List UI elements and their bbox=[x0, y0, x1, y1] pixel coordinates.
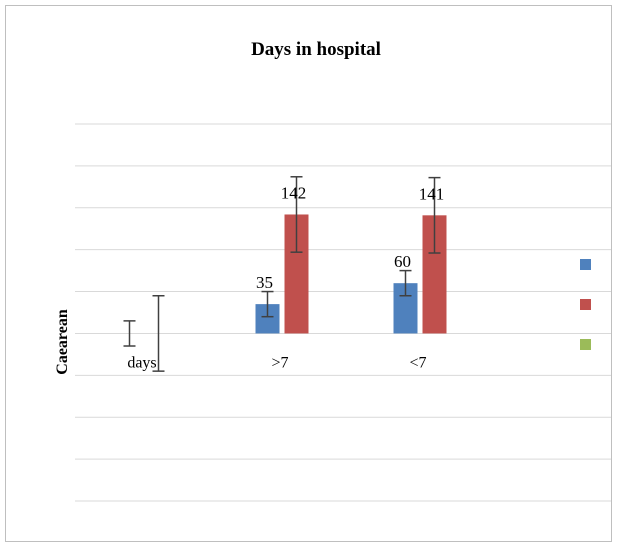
data-label: 35 bbox=[256, 273, 273, 292]
gridlines bbox=[75, 123, 611, 502]
category-label: <7 bbox=[409, 354, 426, 371]
data-labels: 35 60 142 141 bbox=[256, 183, 444, 292]
data-label: 60 bbox=[394, 252, 411, 271]
category-labels: days >7 <7 bbox=[127, 354, 426, 371]
chart-frame: Days in hospital Caearean 35 60 142 141 day… bbox=[5, 5, 612, 542]
chart-svg: Days in hospital Caearean 35 60 142 141 day… bbox=[54, 39, 611, 502]
legend-marker bbox=[580, 299, 591, 310]
error-bars bbox=[123, 176, 441, 372]
y-axis-label: Caearean bbox=[54, 309, 71, 375]
bars bbox=[255, 214, 447, 334]
data-label: 141 bbox=[419, 184, 445, 203]
category-label: days bbox=[127, 354, 156, 371]
category-label: >7 bbox=[271, 354, 288, 371]
legend-marker bbox=[580, 259, 591, 270]
legend bbox=[580, 259, 591, 350]
data-label: 142 bbox=[281, 183, 307, 202]
chart-title: Days in hospital bbox=[251, 39, 381, 60]
legend-marker bbox=[580, 339, 591, 350]
